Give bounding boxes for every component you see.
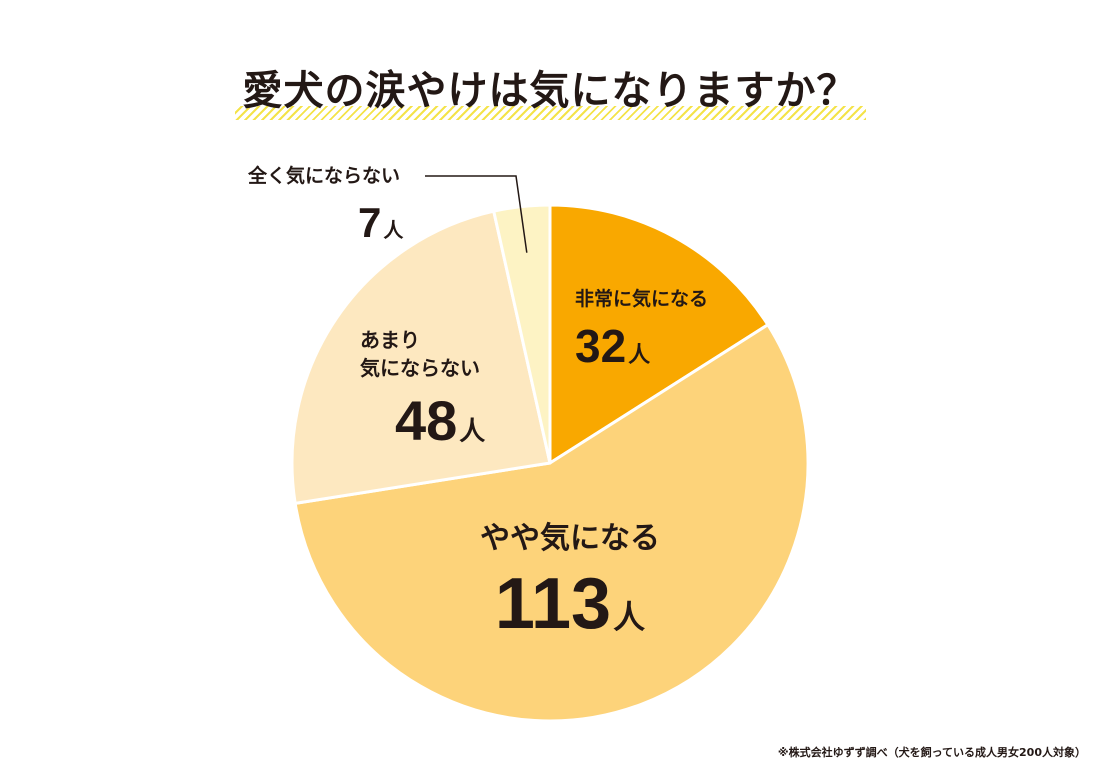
slice-value-somewhat: 113人 bbox=[495, 564, 645, 644]
slice-label-not-much: あまり気にならない bbox=[360, 328, 480, 380]
slice-label-somewhat: やや気になる bbox=[480, 521, 660, 556]
slice-value-very: 32人 bbox=[575, 320, 650, 372]
leader-line-not-at-all bbox=[425, 175, 528, 253]
slice-value-not-much: 48人 bbox=[395, 389, 485, 452]
footnote: ※株式会社ゆずず調べ（犬を飼っている成人男女200人対象） bbox=[777, 746, 1086, 759]
pie-slice-somewhat bbox=[293, 323, 810, 723]
chart-title-wrap: 愛犬の涙やけは気になりますか？ bbox=[0, 58, 1100, 120]
chart-title: 愛犬の涙やけは気になりますか？ bbox=[234, 58, 866, 120]
slice-label-not-at-all: 全く気にならない bbox=[247, 164, 400, 187]
pie-slice-not-much bbox=[290, 209, 552, 505]
slice-label-very: 非常に気になる bbox=[575, 287, 708, 310]
pie-slice-very bbox=[548, 203, 770, 465]
pie-slice-not-at-all bbox=[492, 203, 552, 465]
